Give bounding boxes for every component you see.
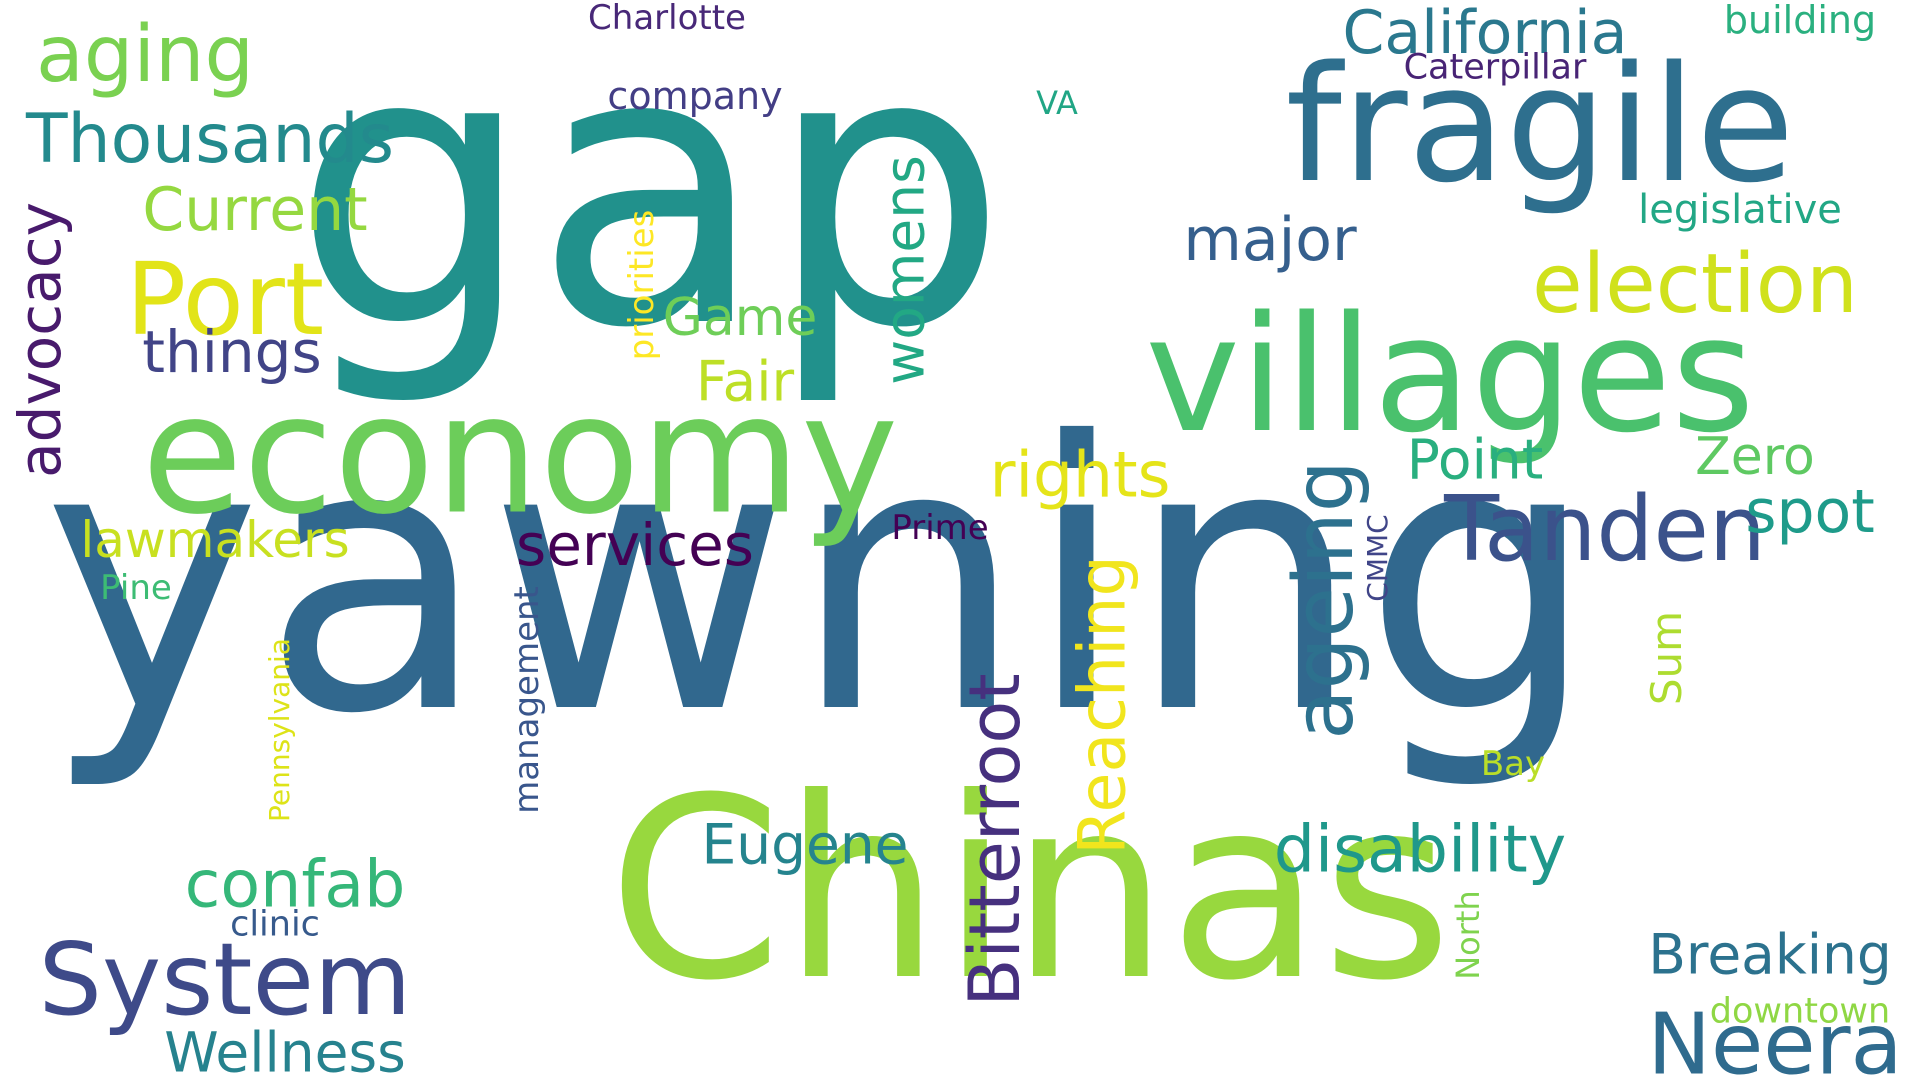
word-cmmc: CMMC bbox=[1361, 514, 1394, 602]
word-spot: spot bbox=[1745, 477, 1875, 547]
word-fair: Fair bbox=[695, 349, 795, 414]
word-caterpillar: Caterpillar bbox=[1403, 47, 1587, 88]
word-bitterroot: Bitterroot bbox=[954, 673, 1036, 1007]
word-services: services bbox=[516, 511, 754, 579]
word-ageing: ageing bbox=[1277, 460, 1372, 740]
word-neera: Neera bbox=[1647, 995, 1903, 1080]
word-things: things bbox=[142, 318, 322, 386]
word-company: company bbox=[607, 74, 783, 118]
word-womens: womens bbox=[872, 155, 937, 385]
word-wellness: Wellness bbox=[164, 1020, 406, 1080]
word-game: Game bbox=[662, 288, 818, 348]
word-management: management bbox=[507, 586, 547, 814]
word-clinic: clinic bbox=[230, 904, 320, 945]
word-current: Current bbox=[142, 175, 368, 245]
word-election: election bbox=[1532, 237, 1858, 332]
word-major: major bbox=[1183, 205, 1357, 275]
word-legislative: legislative bbox=[1638, 187, 1842, 233]
word-aging: aging bbox=[36, 10, 254, 100]
word-confab: confab bbox=[184, 847, 406, 923]
word-zero: Zero bbox=[1695, 427, 1815, 487]
word-villages: villages bbox=[1145, 281, 1755, 468]
word-priorities: priorities bbox=[622, 209, 662, 361]
word-breaking: Breaking bbox=[1648, 922, 1892, 987]
word-system: System bbox=[38, 921, 412, 1038]
word-sum: Sum bbox=[1642, 610, 1691, 706]
word-prime: Prime bbox=[891, 508, 989, 548]
word-pennsylvania: Pennsylvania bbox=[263, 638, 296, 822]
word-eugene: Eugene bbox=[701, 812, 909, 877]
word-reaching: Reaching bbox=[1065, 555, 1141, 855]
word-building: building bbox=[1723, 0, 1877, 42]
word-port: Port bbox=[125, 241, 325, 358]
word-lawmakers: lawmakers bbox=[80, 511, 350, 569]
word-advocacy: advocacy bbox=[6, 202, 74, 478]
word-economy: economy bbox=[141, 358, 899, 551]
word-pine: Pine bbox=[100, 568, 172, 608]
word-disability: disability bbox=[1273, 812, 1567, 888]
word-rights: rights bbox=[989, 438, 1171, 512]
word-gap: gap bbox=[292, 0, 1008, 411]
word-yawning: yawning bbox=[42, 365, 1598, 795]
word-chinas: Chinas bbox=[607, 744, 1453, 1035]
word-california: California bbox=[1342, 0, 1628, 68]
word-fragile: fragile bbox=[1285, 31, 1795, 218]
word-downtown: downtown bbox=[1709, 991, 1891, 1032]
word-charlotte: Charlotte bbox=[588, 0, 746, 38]
word-bay: Bay bbox=[1480, 744, 1546, 784]
word-north: North bbox=[1449, 890, 1487, 980]
word-thousands: Thousands bbox=[25, 100, 395, 179]
word-point: Point bbox=[1406, 427, 1544, 492]
word-va: VA bbox=[1036, 84, 1078, 122]
word-tanden: Tanden bbox=[1444, 477, 1766, 582]
